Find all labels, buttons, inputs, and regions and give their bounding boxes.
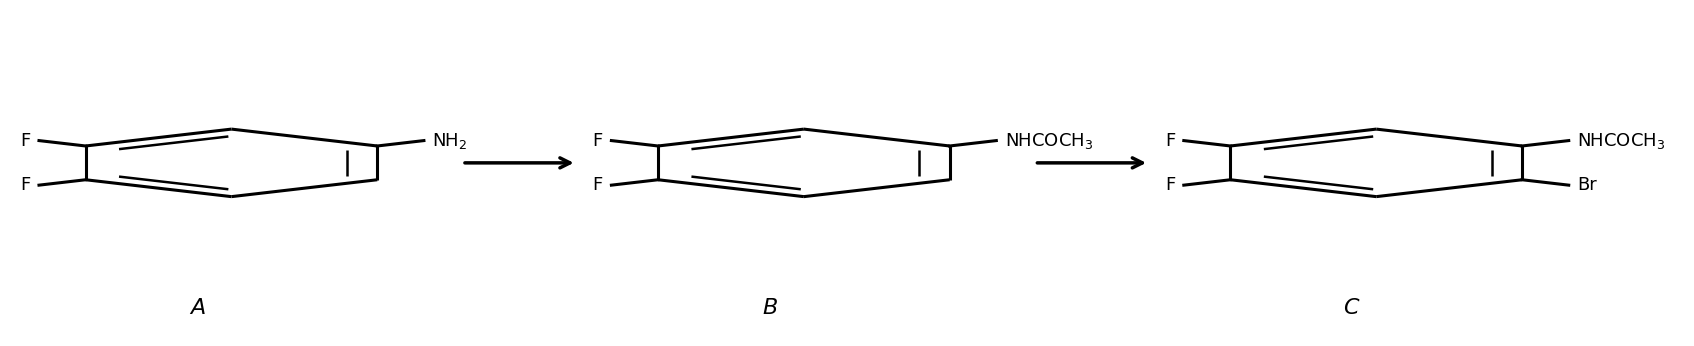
Text: B: B [762,298,778,318]
Text: A: A [190,298,205,318]
Text: F: F [20,176,30,194]
Text: F: F [593,176,603,194]
Text: NHCOCH$_3$: NHCOCH$_3$ [1005,130,1093,151]
Text: F: F [593,131,603,149]
Text: F: F [1165,176,1176,194]
Text: NHCOCH$_3$: NHCOCH$_3$ [1577,130,1665,151]
Text: NH$_2$: NH$_2$ [432,130,468,151]
Text: F: F [1165,131,1176,149]
Text: F: F [20,131,30,149]
Text: Br: Br [1577,176,1597,194]
Text: C: C [1343,298,1359,318]
